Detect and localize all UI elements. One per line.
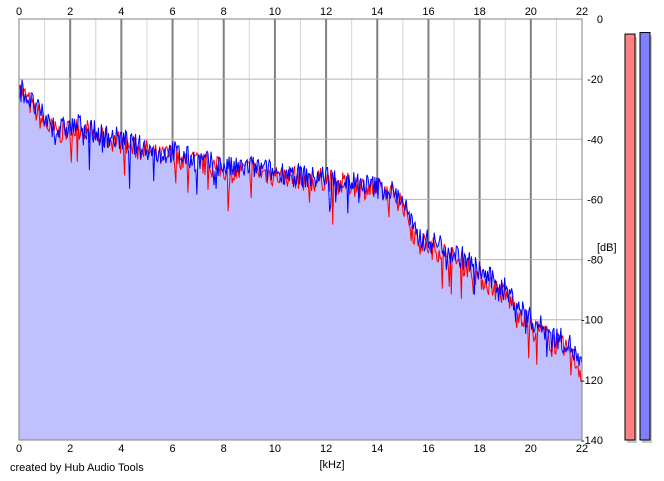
level-meter-bar (639, 32, 651, 441)
x-tick-label-top: 0 (16, 6, 22, 18)
y-axis-label: [dB] (597, 242, 617, 254)
x-tick-label-top: 4 (118, 6, 124, 18)
x-tick-label-top: 22 (576, 6, 588, 18)
x-tick-label-top: 16 (422, 6, 434, 18)
x-tick-label-bottom: 0 (16, 443, 22, 455)
x-tick-label-top: 20 (525, 6, 537, 18)
x-tick-label-bottom: 16 (422, 443, 434, 455)
x-tick-label-bottom: 6 (169, 443, 175, 455)
x-tick-label-bottom: 2 (67, 443, 73, 455)
x-tick-label-top: 10 (269, 6, 281, 18)
level-meters (624, 32, 652, 444)
y-tick-label: 0 (597, 14, 603, 26)
x-tick-label-top: 8 (221, 6, 227, 18)
x-tick-label-top: 18 (474, 6, 486, 18)
x-tick-label-top: 14 (371, 6, 383, 18)
right-y-tick-labels: 0 -20 -40 -60 -80 -100 -120 -140 (581, 14, 603, 447)
series-layer (18, 79, 583, 440)
x-tick-label-bottom: 4 (118, 443, 124, 455)
x-tick-label-bottom: 14 (371, 443, 383, 455)
y-tick-label: -20 (587, 74, 603, 86)
top-x-tick-labels: 0 2 4 6 8 10 12 14 16 18 20 22 (16, 6, 588, 18)
bottom-x-tick-labels: 0 2 4 6 8 10 12 14 16 18 20 22 (16, 443, 588, 455)
x-axis-label: [kHz] (319, 459, 344, 471)
y-tick-label: -140 (581, 435, 603, 447)
x-tick-label-bottom: 12 (320, 443, 332, 455)
x-tick-label-bottom: 20 (525, 443, 537, 455)
y-tick-label: -80 (587, 255, 603, 267)
x-tick-label-top: 12 (320, 6, 332, 18)
x-tick-label-bottom: 8 (221, 443, 227, 455)
y-tick-label: -100 (581, 315, 603, 327)
x-tick-label-top: 6 (169, 6, 175, 18)
plot-frame (18, 18, 583, 441)
x-tick-label-top: 2 (67, 6, 73, 18)
series-line-blue (18, 79, 583, 366)
x-tick-label-bottom: 10 (269, 443, 281, 455)
x-tick-label-bottom: 22 (576, 443, 588, 455)
credit-text: created by Hub Audio Tools (10, 462, 144, 474)
x-tick-label-bottom: 18 (474, 443, 486, 455)
spectrum-area (19, 79, 582, 440)
level-meter-bar (624, 33, 636, 441)
y-tick-label: -60 (587, 194, 603, 206)
y-tick-label: -40 (587, 134, 603, 146)
y-tick-label: -120 (581, 375, 603, 387)
